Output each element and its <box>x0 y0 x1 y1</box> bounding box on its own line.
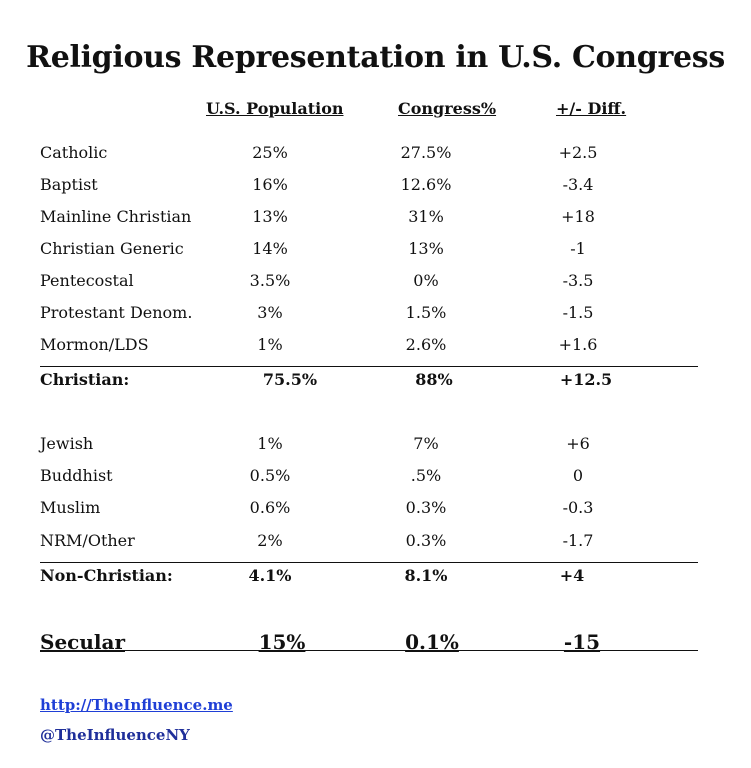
population-value: 0.5% <box>249 466 291 485</box>
religion-label: Protestant Denom. <box>40 303 193 322</box>
population-total: 75.5% <box>262 370 318 389</box>
diff-value: +18 <box>561 207 595 226</box>
table-row: Pentecostal 3.5% 0% -3.5 <box>0 271 751 295</box>
congress-value: 0.3% <box>405 498 447 517</box>
population-total: 4.1% <box>248 566 292 585</box>
population-value: 16% <box>252 175 288 194</box>
total-label: Non-Christian: <box>40 566 173 585</box>
table-row: Buddhist 0.5% .5% 0 <box>0 466 751 490</box>
table-row: Jewish 1% 7% +6 <box>0 434 751 458</box>
table-row: Catholic 25% 27.5% +2.5 <box>0 143 751 167</box>
twitter-handle[interactable]: @TheInfluenceNY <box>40 726 190 744</box>
table-row: NRM/Other 2% 0.3% -1.7 <box>0 531 751 555</box>
religion-label: Christian Generic <box>40 239 184 258</box>
diff-value: -3.4 <box>562 175 594 194</box>
congress-value: .5% <box>410 466 442 485</box>
diff-value: -1.7 <box>562 531 594 550</box>
population-value: 14% <box>252 239 288 258</box>
diff-value: +2.5 <box>558 143 598 162</box>
religion-label: Jewish <box>40 434 94 453</box>
diff-value: -0.3 <box>562 498 594 517</box>
website-link[interactable]: http://TheInfluence.me <box>40 696 233 714</box>
congress-value: 2.6% <box>405 335 447 354</box>
diff-value: +1.6 <box>558 335 598 354</box>
religion-label: Muslim <box>40 498 101 517</box>
table-row: Protestant Denom. 3% 1.5% -1.5 <box>0 303 751 327</box>
population-value: 1% <box>257 434 283 453</box>
nonchristian-total-row: Non-Christian: 4.1% 8.1% +4 <box>0 566 751 590</box>
religion-label: NRM/Other <box>40 531 135 550</box>
divider <box>40 650 698 651</box>
table-row: Muslim 0.6% 0.3% -0.3 <box>0 498 751 522</box>
christian-total-row: Christian: 75.5% 88% +12.5 <box>0 370 751 394</box>
congress-total: 88% <box>415 370 453 389</box>
congress-value: 1.5% <box>405 303 447 322</box>
population-value: 2% <box>257 531 283 550</box>
table-row: Mainline Christian 13% 31% +18 <box>0 207 751 231</box>
congress-total: 8.1% <box>404 566 448 585</box>
population-value: 3% <box>257 303 283 322</box>
page-title: Religious Representation in U.S. Congres… <box>26 40 725 75</box>
diff-value: -1.5 <box>562 303 594 322</box>
congress-value: 27.5% <box>400 143 452 162</box>
population-value: 1% <box>257 335 283 354</box>
header-us-population: U.S. Population <box>206 99 344 118</box>
table-row: Mormon/LDS 1% 2.6% +1.6 <box>0 335 751 359</box>
population-value: 13% <box>252 207 288 226</box>
table-row: Baptist 16% 12.6% -3.4 <box>0 175 751 199</box>
congress-value: 0% <box>413 271 439 290</box>
congress-value: 7% <box>413 434 439 453</box>
congress-value: 12.6% <box>400 175 452 194</box>
diff-value: -3.5 <box>562 271 594 290</box>
congress-value: 31% <box>408 207 444 226</box>
population-value: 0.6% <box>249 498 291 517</box>
diff-value: -1 <box>570 239 586 258</box>
religion-label: Baptist <box>40 175 98 194</box>
religion-label: Mainline Christian <box>40 207 192 226</box>
religion-label: Buddhist <box>40 466 113 485</box>
diff-value: 0 <box>572 466 584 485</box>
congress-value: 13% <box>408 239 444 258</box>
population-value: 25% <box>252 143 288 162</box>
population-value: 3.5% <box>249 271 291 290</box>
header-difference: +/- Diff. <box>556 99 627 118</box>
diff-value: +6 <box>566 434 590 453</box>
secular-row: Secular 15% 0.1% -15 <box>0 630 751 658</box>
religion-label: Catholic <box>40 143 108 162</box>
header-congress-percent: Congress% <box>398 99 497 118</box>
divider <box>40 562 698 563</box>
congress-value: 0.3% <box>405 531 447 550</box>
religion-label: Pentecostal <box>40 271 134 290</box>
divider <box>40 366 698 367</box>
table-row: Christian Generic 14% 13% -1 <box>0 239 751 263</box>
diff-total: +12.5 <box>559 370 613 389</box>
diff-total: +4 <box>559 566 585 585</box>
total-label: Christian: <box>40 370 130 389</box>
religion-label: Mormon/LDS <box>40 335 149 354</box>
